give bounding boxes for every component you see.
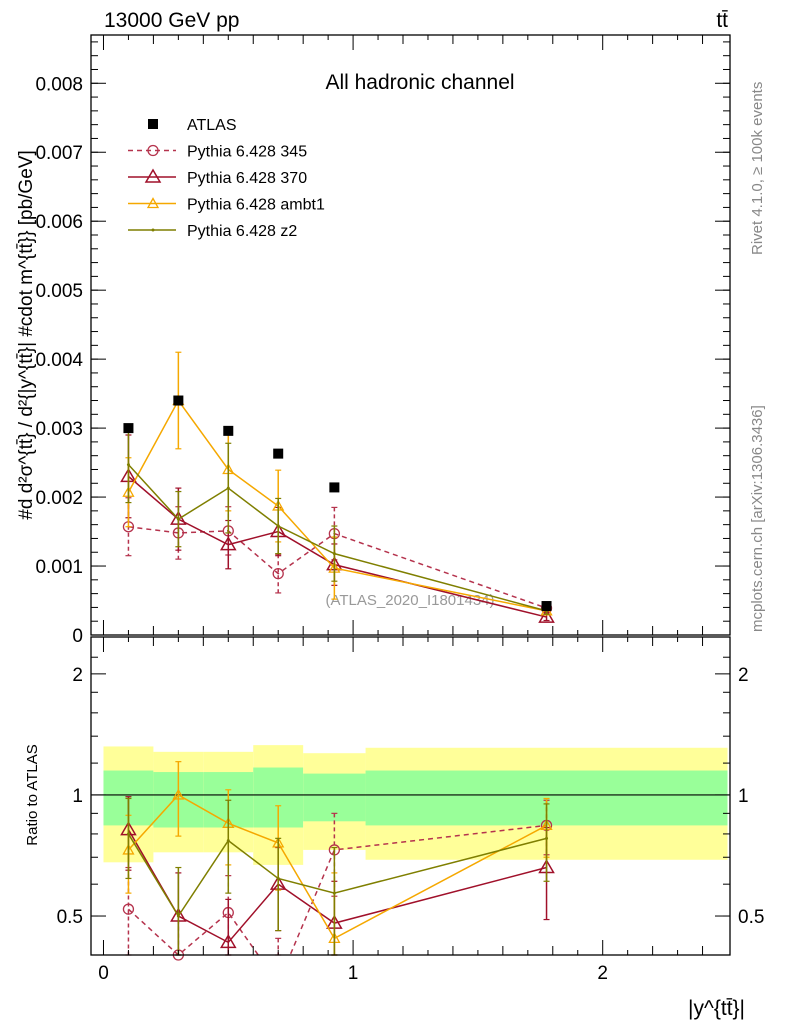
rivet-label: Rivet 4.1.0, ≥ 100k events [749,82,766,255]
data-point [272,567,284,580]
data-point [545,836,549,840]
data-point [126,832,130,836]
data-point [329,482,340,493]
legend-label: Pythia 6.428 370 [187,170,307,187]
legend-label: ATLAS [187,117,237,134]
legend-label: Pythia 6.428 z2 [187,223,297,240]
mcplots-label: mcplots.cern.ch [arXiv:1306.3436] [749,405,766,632]
y-tick-label: 0.007 [35,143,83,164]
legend-label: Pythia 6.428 ambt1 [187,197,325,214]
data-point [226,839,230,843]
y-tick-label: 0.001 [35,557,83,578]
data-point [538,608,555,623]
data-point [541,601,552,612]
data-point [172,788,185,800]
legend-marker [146,197,160,209]
ratio-y-tick-label: 0.5 [57,907,83,928]
lower-series-pythia-6-428-z2 [125,797,550,956]
data-point [276,876,280,880]
ratio-y-tick-label-right: 2 [738,665,749,686]
ratio-y-tick-label: 1 [72,786,83,807]
series-line [127,793,547,940]
legend: ATLAS Pythia 6.428 345 Pythia 6.428 370 Pyt… [128,117,325,240]
upper-series-pythia-6-428-z2 [125,426,550,615]
legend-entry: Pythia 6.428 370 [128,168,307,187]
series-line [127,464,547,612]
data-point [332,552,336,556]
data-point [122,903,135,915]
data-point [219,933,237,949]
chart-marks [120,351,555,961]
data-point [173,395,184,406]
data-point [226,486,230,490]
y-tick-label: 0.008 [35,74,83,95]
y-tick-label: 0 [72,626,83,647]
plot-title: All hadronic channel [325,71,514,94]
ratio-frame [90,636,731,956]
data-point [332,891,336,895]
legend-entry: ATLAS [148,117,237,134]
series-line [127,824,547,955]
legend-entry: Pythia 6.428 z2 [128,223,297,240]
ratio-y-tick-label-right: 1 [738,786,749,807]
series-line [127,399,547,612]
x-tick-label: 1 [348,963,359,984]
series-line [127,475,547,618]
series-line [127,833,547,918]
y-axis-label: #d d²σ^{tt̄} / d²{|y^{tt̄}| #cdot m^{tt̄… [16,150,37,519]
y-tick-label: 0.004 [35,350,83,371]
data-point [123,423,134,434]
ratio-y-tick-label-right: 0.5 [738,907,764,928]
upper-series-atlas [123,395,552,612]
y-tick-label: 0.005 [35,281,83,302]
y-tick-label: 0.003 [35,419,83,440]
data-point [176,914,180,918]
header-energy: 13000 GeV pp [104,9,239,32]
x-tick-label: 0 [98,963,109,984]
ratio-uncertainty-bands [91,745,730,865]
y-tick-label: 0.002 [35,488,83,509]
data-point [176,517,180,521]
legend-marker [144,168,162,183]
ratio-y-axis-label: Ratio to ATLAS [24,744,41,845]
ratio-y-tick-label: 2 [72,665,83,686]
x-tick-label: 2 [597,963,608,984]
data-point [273,448,284,459]
watermark: (ATLAS_2020_I1801434) [325,592,494,609]
data-point [126,463,130,467]
series-line [128,525,547,609]
data-point [223,425,234,436]
legend-entry: Pythia 6.428 345 [128,144,307,161]
x-axis-label: |y^{tt̄}| [688,997,745,1020]
legend-entry: Pythia 6.428 ambt1 [128,197,325,214]
data-point [219,536,237,551]
legend-label: Pythia 6.428 345 [187,144,307,161]
legend-marker [151,228,155,232]
axes: 0 0.001 0.002 0.003 0.004 0.005 0.006 0.007 0.00… [35,34,764,984]
legend-marker [147,144,159,157]
y-tick-label: 0.006 [35,212,83,233]
data-point [276,524,280,528]
header-process: tt̄ [716,9,728,32]
legend-marker [148,119,158,129]
main-frame [90,34,731,636]
